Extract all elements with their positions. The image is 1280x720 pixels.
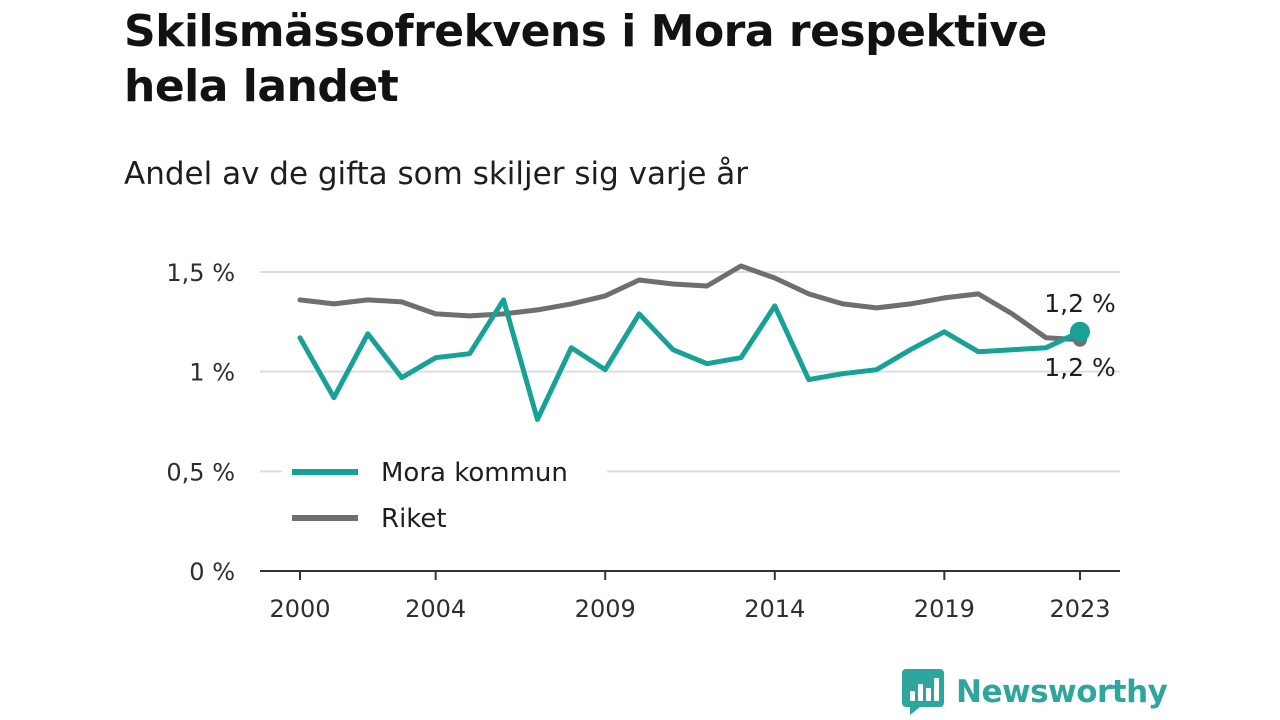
- legend-background: [282, 450, 607, 550]
- x-tick-label: 2014: [744, 595, 805, 623]
- y-tick-label: 1 %: [189, 359, 235, 387]
- legend: Mora kommun Riket: [282, 450, 607, 550]
- brand-footer: Newsworthy: [900, 668, 1168, 716]
- newsworthy-logo-icon: [902, 669, 944, 715]
- legend-label: Mora kommun: [381, 458, 568, 488]
- series-lines: [297, 263, 1090, 422]
- brand-name: Newsworthy: [956, 674, 1168, 710]
- data-labels: 1,2 % 1,2 %: [1044, 289, 1115, 382]
- chart-subtitle: Andel av de gifta som skiljer sig varje …: [124, 156, 748, 192]
- y-tick-label: 1,5 %: [166, 259, 235, 287]
- legend-label: Riket: [381, 504, 447, 534]
- mora-end-label: 1,2 %: [1044, 289, 1115, 318]
- riket-end-label: 1,2 %: [1044, 353, 1115, 382]
- mora-end-point: [1070, 321, 1090, 342]
- x-tick-label: 2023: [1049, 595, 1110, 623]
- y-tick-label: 0 %: [189, 558, 235, 586]
- x-tick-label: 2019: [914, 595, 975, 623]
- series-line-riket: [297, 263, 1083, 343]
- x-tick-label: 2009: [575, 595, 636, 623]
- y-tick-label: 0,5 %: [166, 458, 235, 486]
- x-tick-label: 2000: [269, 595, 330, 623]
- line-chart: 0 % 0,5 % 1 % 1,5 % 2000 2004 2009 2014 2019 2023…: [166, 259, 1120, 623]
- x-tick-label: 2004: [405, 595, 466, 623]
- axes: 0 % 0,5 % 1 % 1,5 % 2000 2004 2009 2014 2019 2023: [166, 259, 1120, 623]
- chart-title: Skilsmässofrekvens i Mora respektive hel…: [124, 6, 1047, 112]
- series-line-mora-kommun: [297, 297, 1083, 422]
